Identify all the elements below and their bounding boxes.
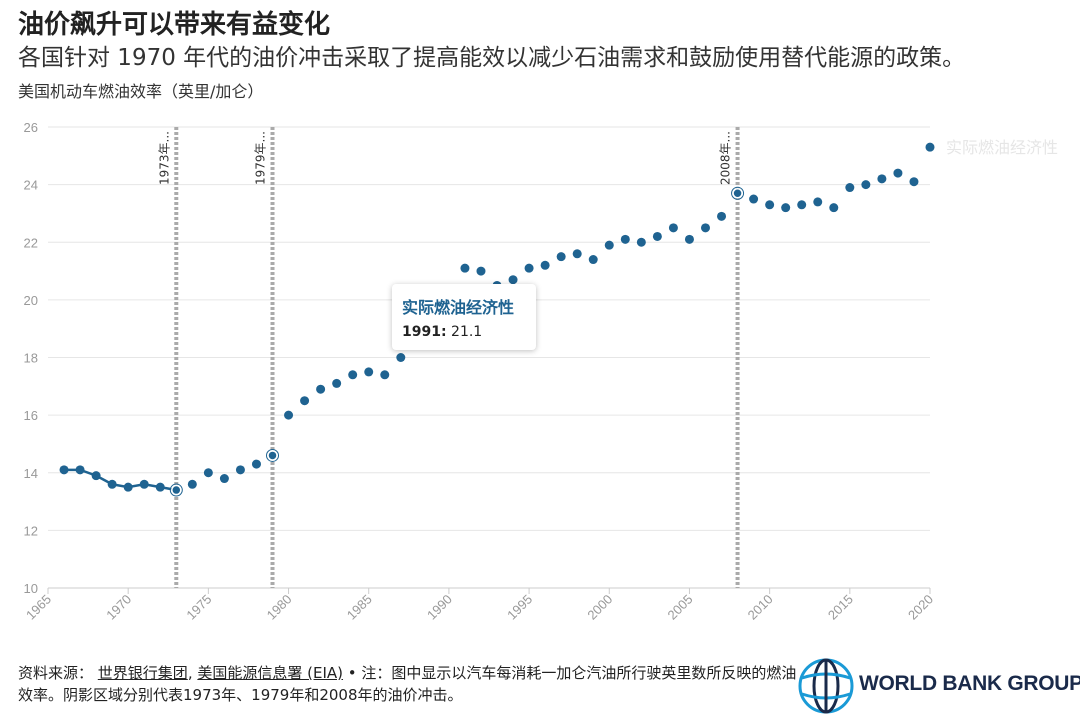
x-tick-label: 1975: [183, 592, 214, 623]
data-point: [877, 174, 887, 184]
world-bank-logo[interactable]: WORLD BANK GROUP: [797, 656, 1080, 716]
data-point: [652, 231, 662, 241]
data-point: [829, 203, 839, 213]
data-point: [556, 252, 566, 262]
highlighted-point-ring: [169, 483, 183, 497]
data-point: [540, 260, 550, 270]
data-point: [251, 459, 261, 469]
data-point: [107, 479, 117, 489]
tooltip-year: 1991: [402, 324, 441, 340]
x-tick-label: 1965: [23, 592, 54, 623]
oil-shock-label: 1973年...: [157, 131, 171, 185]
oil-shock-label: 2008年...: [719, 131, 733, 185]
x-tick-label: 1995: [504, 592, 535, 623]
data-point: [797, 200, 807, 210]
fuel-efficiency-chart[interactable]: 10 12 14 16 18 20 22 24 26 1965 1970 1975 1980 1985 19…: [0, 0, 1080, 650]
x-tick-label: 2020: [905, 592, 936, 623]
data-tooltip: 实际燃油经济性 1991: 21.1: [392, 284, 536, 350]
data-point: [476, 266, 486, 276]
series-end-label: 实际燃油经济性: [946, 138, 1058, 157]
y-axis-title: 美国机动车燃油效率（英里/加仑）: [18, 82, 264, 101]
data-point: [845, 183, 855, 193]
data-point: [171, 484, 182, 496]
data-point: [364, 367, 374, 377]
source-note: 资料来源： 世界银行集团, 美国能源信息署 (EIA) • 注：图中显示以汽车每…: [18, 662, 798, 706]
tooltip-series-name: 实际燃油经济性: [402, 298, 515, 317]
data-point: [684, 234, 694, 244]
chart-title: 油价飙升可以带来有益变化: [18, 10, 331, 40]
data-point: [267, 450, 278, 461]
data-point: [813, 197, 823, 207]
x-tick-label: 2000: [584, 592, 615, 623]
data-point: [765, 200, 775, 210]
data-point: [348, 370, 358, 380]
y-tick-label: 16: [24, 408, 38, 423]
footer-note: • 注：图中显示以汽车每消耗一加仑汽油所行驶英里数所反映的燃油效率。阴影区域分别…: [18, 664, 797, 704]
x-tick-label: 2015: [825, 592, 856, 623]
x-tick-label: 2010: [745, 592, 776, 623]
data-point: [235, 465, 245, 475]
y-tick-label: 14: [24, 466, 38, 481]
source-link-eia[interactable]: 美国能源信息署 (EIA): [197, 664, 344, 682]
data-point: [749, 194, 759, 204]
data-point: [668, 223, 678, 233]
y-tick-label: 12: [24, 523, 38, 538]
x-tick-label: 2005: [665, 592, 696, 623]
y-tick-label: 20: [24, 293, 38, 308]
data-point: [636, 237, 646, 247]
data-point: [300, 396, 310, 406]
data-point: [284, 410, 294, 420]
x-tick-label: 1985: [344, 592, 375, 623]
x-tick-label: 1990: [424, 592, 455, 623]
data-point: [91, 471, 101, 481]
source-link-wbg[interactable]: 世界银行集团: [97, 664, 188, 682]
y-tick-label: 22: [24, 235, 38, 250]
data-point: [59, 465, 69, 475]
tooltip-value: 21.1: [451, 324, 483, 340]
oil-shock-label: 1979年...: [254, 131, 268, 185]
data-point: [893, 168, 903, 178]
data-point: [861, 180, 871, 190]
data-point: [508, 275, 518, 285]
logo-text: WORLD BANK GROUP: [859, 672, 1080, 695]
data-point: [700, 223, 710, 233]
data-point: [187, 479, 197, 489]
data-point: [909, 177, 919, 187]
tooltip-year-colon: :: [440, 324, 447, 340]
y-tick-label: 10: [24, 581, 38, 596]
data-point: [380, 370, 390, 380]
data-point: [524, 263, 534, 273]
highlighted-point-ring: [731, 186, 745, 200]
data-point: [925, 142, 935, 152]
data-point: [396, 353, 406, 362]
data-point: [316, 384, 326, 394]
data-point: [123, 482, 133, 492]
data-point: [620, 234, 630, 244]
tooltip-value-line: 1991: 21.1: [402, 324, 526, 340]
data-point: [604, 240, 614, 250]
x-tick-label: 1980: [264, 592, 295, 623]
data-point: [588, 255, 598, 265]
data-point: [75, 465, 85, 475]
data-point: [203, 468, 213, 478]
data-point: [717, 211, 727, 221]
data-point: [572, 249, 582, 259]
y-tick-label: 24: [24, 178, 38, 193]
y-tick-label: 18: [24, 351, 38, 366]
source-separator: ,: [187, 664, 193, 682]
data-point: [155, 482, 165, 492]
data-point: [219, 474, 229, 484]
data-point: [139, 479, 149, 489]
data-point: [732, 188, 743, 199]
data-point: [781, 203, 791, 213]
data-point: [460, 263, 470, 273]
data-point: [332, 378, 342, 388]
y-tick-label: 26: [24, 120, 38, 135]
source-label: 资料来源：: [18, 664, 94, 682]
x-tick-label: 1970: [103, 592, 134, 623]
chart-subtitle: 各国针对 1970 年代的油价冲击采取了提高能效以减少石油需求和鼓励使用替代能源…: [18, 45, 966, 71]
highlighted-point-ring: [266, 448, 280, 462]
globe-icon: [798, 658, 854, 714]
